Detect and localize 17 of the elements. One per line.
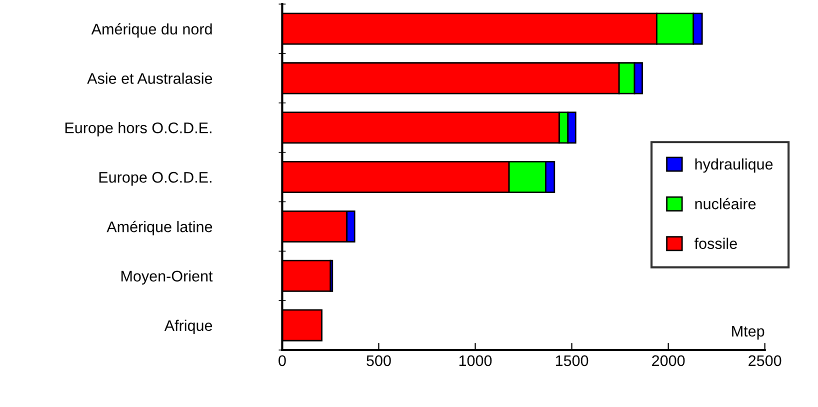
y-tick-label: Amérique du nord (91, 23, 212, 38)
x-tick-label: 500 (366, 355, 391, 366)
y-tick-label: Afrique (164, 320, 212, 334)
y-tick-label: Amérique latine (106, 220, 212, 236)
legend-label: nucléaire (695, 198, 756, 210)
x-tick-label: 1000 (459, 355, 492, 366)
x-tick-label: 1500 (556, 355, 588, 366)
y-tick-label: Moyen-Orient (121, 270, 213, 285)
x-tick-label: 2000 (652, 355, 685, 366)
y-tick-label: Europe hors O.C.D.E. (65, 122, 212, 136)
x-tick-label: 0 (278, 355, 286, 366)
legend-label: hydraulique (695, 158, 773, 173)
x-axis-title: Mtep (732, 326, 764, 340)
y-tick-label: Asie et Australasie (87, 72, 212, 84)
y-tick-label: Europe O.C.D.E. (99, 172, 212, 186)
x-tick-label: 2500 (748, 355, 782, 366)
legend-label: fossile (694, 238, 737, 250)
